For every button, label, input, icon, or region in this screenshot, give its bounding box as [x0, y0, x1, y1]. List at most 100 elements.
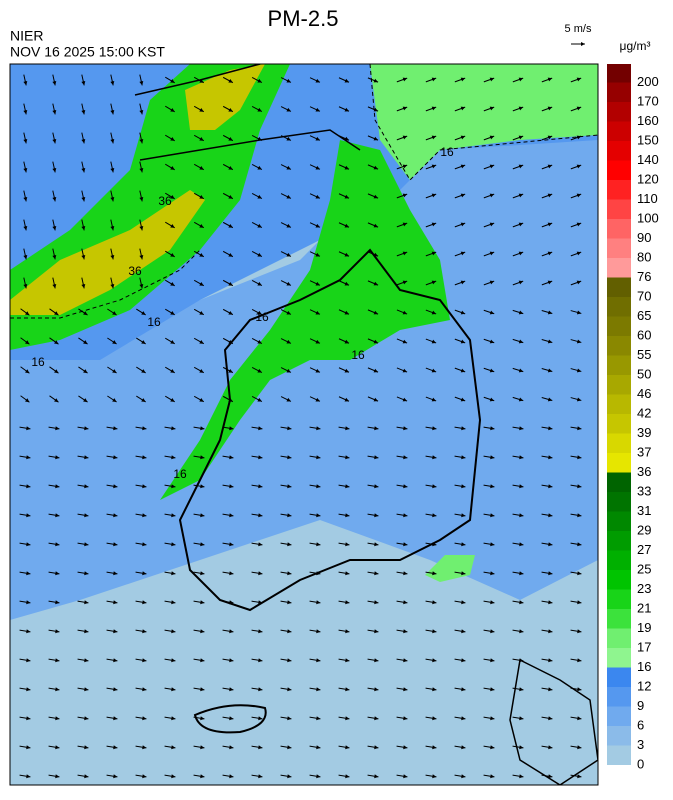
- wind-arrowhead: [257, 136, 262, 141]
- wind-arrowhead: [432, 687, 437, 692]
- wind-arrowhead: [373, 136, 379, 141]
- wind-arrowhead: [23, 81, 28, 86]
- wind-arrowhead: [229, 658, 234, 663]
- wind-arrowhead: [461, 571, 466, 576]
- contour-label: 16: [147, 315, 161, 329]
- wind-arrowhead: [403, 542, 408, 547]
- wind-arrowhead: [431, 164, 437, 169]
- wind-arrowhead: [54, 398, 59, 403]
- wind-arrowhead: [315, 136, 320, 141]
- wind-arrowhead: [461, 716, 466, 721]
- colorbar-cell: [607, 277, 631, 297]
- wind-arrowhead: [141, 398, 146, 402]
- wind-arrowhead: [287, 455, 292, 460]
- wind-arrowhead: [432, 600, 437, 605]
- wind-arrowhead: [55, 513, 60, 518]
- wind-arrowhead: [23, 110, 28, 115]
- wind-arrowhead: [460, 193, 466, 198]
- wind-arrowhead: [461, 426, 466, 431]
- wind-arrowhead: [460, 339, 466, 344]
- wind-arrowhead: [577, 687, 582, 692]
- wind-arrowhead: [258, 745, 263, 750]
- wind-arrowhead: [52, 284, 57, 289]
- wind-arrowhead: [286, 281, 291, 286]
- wind-arrowhead: [287, 571, 292, 576]
- wind-arrowhead: [81, 197, 86, 202]
- wind-arrowhead: [287, 513, 292, 518]
- wind-arrowhead: [489, 222, 495, 227]
- colorbar-label: 200: [637, 74, 659, 89]
- wind-arrowhead: [200, 774, 205, 779]
- wind-arrowhead: [489, 164, 495, 169]
- wind-arrowhead: [199, 282, 204, 286]
- wind-arrowhead: [403, 774, 408, 779]
- wind-arrowhead: [576, 77, 582, 82]
- wind-arrowhead: [52, 226, 57, 231]
- wind-arrowhead: [489, 310, 495, 315]
- wind-arrowhead: [519, 658, 524, 663]
- colorbar-label: 23: [637, 581, 651, 596]
- wind-arrowhead: [519, 716, 524, 721]
- wind-arrowhead: [171, 774, 176, 779]
- wind-arrowhead: [54, 340, 59, 345]
- wind-arrowhead: [228, 194, 233, 199]
- wind-arrowhead: [403, 571, 408, 576]
- wind-arrowhead: [142, 542, 147, 547]
- wind-arrowhead: [142, 629, 147, 634]
- wind-arrowhead: [170, 282, 175, 286]
- wind-arrowhead: [489, 193, 495, 198]
- colorbar-cell: [607, 316, 631, 336]
- wind-arrowhead: [402, 310, 408, 315]
- wind-arrowhead: [461, 629, 466, 634]
- wind-arrowhead: [139, 81, 144, 86]
- wind-arrowhead: [460, 135, 466, 140]
- wind-arrowhead: [112, 340, 117, 344]
- wind-arrowhead: [345, 774, 350, 779]
- wind-arrowhead: [518, 135, 524, 140]
- wind-arrowhead: [142, 571, 147, 576]
- wind-arrowhead: [286, 310, 291, 315]
- colorbar-cell: [607, 433, 631, 453]
- wind-arrowhead: [431, 106, 437, 111]
- colorbar-cell: [607, 141, 631, 161]
- wind-arrowhead: [84, 426, 89, 431]
- title: PM-2.5: [268, 6, 339, 31]
- wind-arrowhead: [139, 226, 144, 231]
- wind-arrowhead: [228, 78, 233, 83]
- wind-arrowhead: [142, 455, 147, 460]
- wind-arrowhead: [576, 339, 582, 344]
- wind-arrowhead: [171, 571, 176, 576]
- wind-arrowhead: [431, 310, 437, 315]
- wind-arrowhead: [229, 542, 234, 547]
- colorbar-cell: [607, 238, 631, 258]
- wind-arrowhead: [315, 252, 320, 257]
- wind-arrowhead: [548, 513, 553, 518]
- wind-arrowhead: [431, 193, 437, 198]
- wind-arrowhead: [345, 658, 350, 663]
- wind-arrowhead: [54, 369, 59, 374]
- colorbar-label: 170: [637, 93, 659, 108]
- wind-arrowhead: [460, 106, 466, 111]
- wind-arrowhead: [490, 745, 495, 750]
- zone-yellow-w: [10, 190, 205, 315]
- zone-green-island: [425, 555, 475, 582]
- wind-arrowhead: [548, 745, 553, 750]
- wind-arrowhead: [287, 716, 292, 721]
- wind-arrowhead: [547, 310, 553, 315]
- wind-arrowhead: [548, 687, 553, 692]
- wind-arrowhead: [84, 455, 89, 460]
- wind-arrowhead: [112, 311, 117, 315]
- wind-arrowhead: [402, 77, 408, 82]
- colorbar-cell: [607, 745, 631, 765]
- wind-arrowhead: [83, 369, 88, 374]
- colorbar-label: 80: [637, 249, 651, 264]
- wind-arrowhead: [228, 252, 233, 257]
- wind-arrowhead: [23, 226, 28, 231]
- wind-arrowhead: [228, 281, 233, 286]
- wind-arrowhead: [287, 687, 292, 692]
- wind-arrowhead: [519, 745, 524, 750]
- wind-arrowhead: [200, 658, 205, 663]
- colorbar-cell: [607, 297, 631, 317]
- wind-arrowhead: [374, 658, 379, 663]
- wind-arrowhead: [229, 687, 234, 692]
